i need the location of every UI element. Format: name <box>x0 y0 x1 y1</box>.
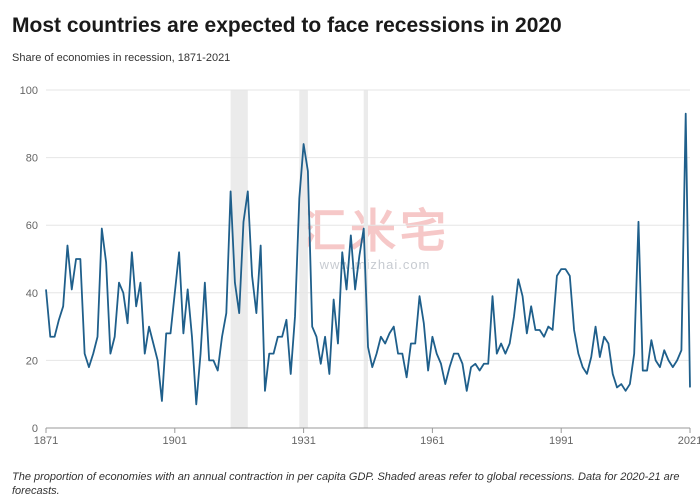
y-tick-label-80: 80 <box>26 153 38 165</box>
series-line <box>45 112 691 406</box>
recession-shade-1 <box>299 90 308 428</box>
chart-title: Most countries are expected to face rece… <box>12 14 562 37</box>
chart-footnote: The proportion of economies with an annu… <box>12 471 680 497</box>
chart-subtitle: Share of economies in recession, 1871-20… <box>12 52 231 64</box>
x-tick-label-1991: 1991 <box>549 435 573 447</box>
y-tick-label-40: 40 <box>26 288 38 300</box>
x-tick-label-2021: 2021 <box>678 435 700 447</box>
x-tick-label-1871: 1871 <box>34 435 58 447</box>
x-tick-label-1931: 1931 <box>291 435 315 447</box>
y-tick-label-60: 60 <box>26 220 38 232</box>
x-tick-label-1961: 1961 <box>420 435 444 447</box>
x-tick-label-1901: 1901 <box>163 435 187 447</box>
y-tick-label-20: 20 <box>26 355 38 367</box>
y-tick-label-0: 0 <box>32 423 38 435</box>
recession-shade-2 <box>363 90 368 428</box>
recession-shade-0 <box>230 90 248 428</box>
y-tick-label-100: 100 <box>20 85 38 97</box>
line-chart: 0 20 40 60 80 100 1871 1901 1931 1961 1991 2021 <box>20 85 700 447</box>
